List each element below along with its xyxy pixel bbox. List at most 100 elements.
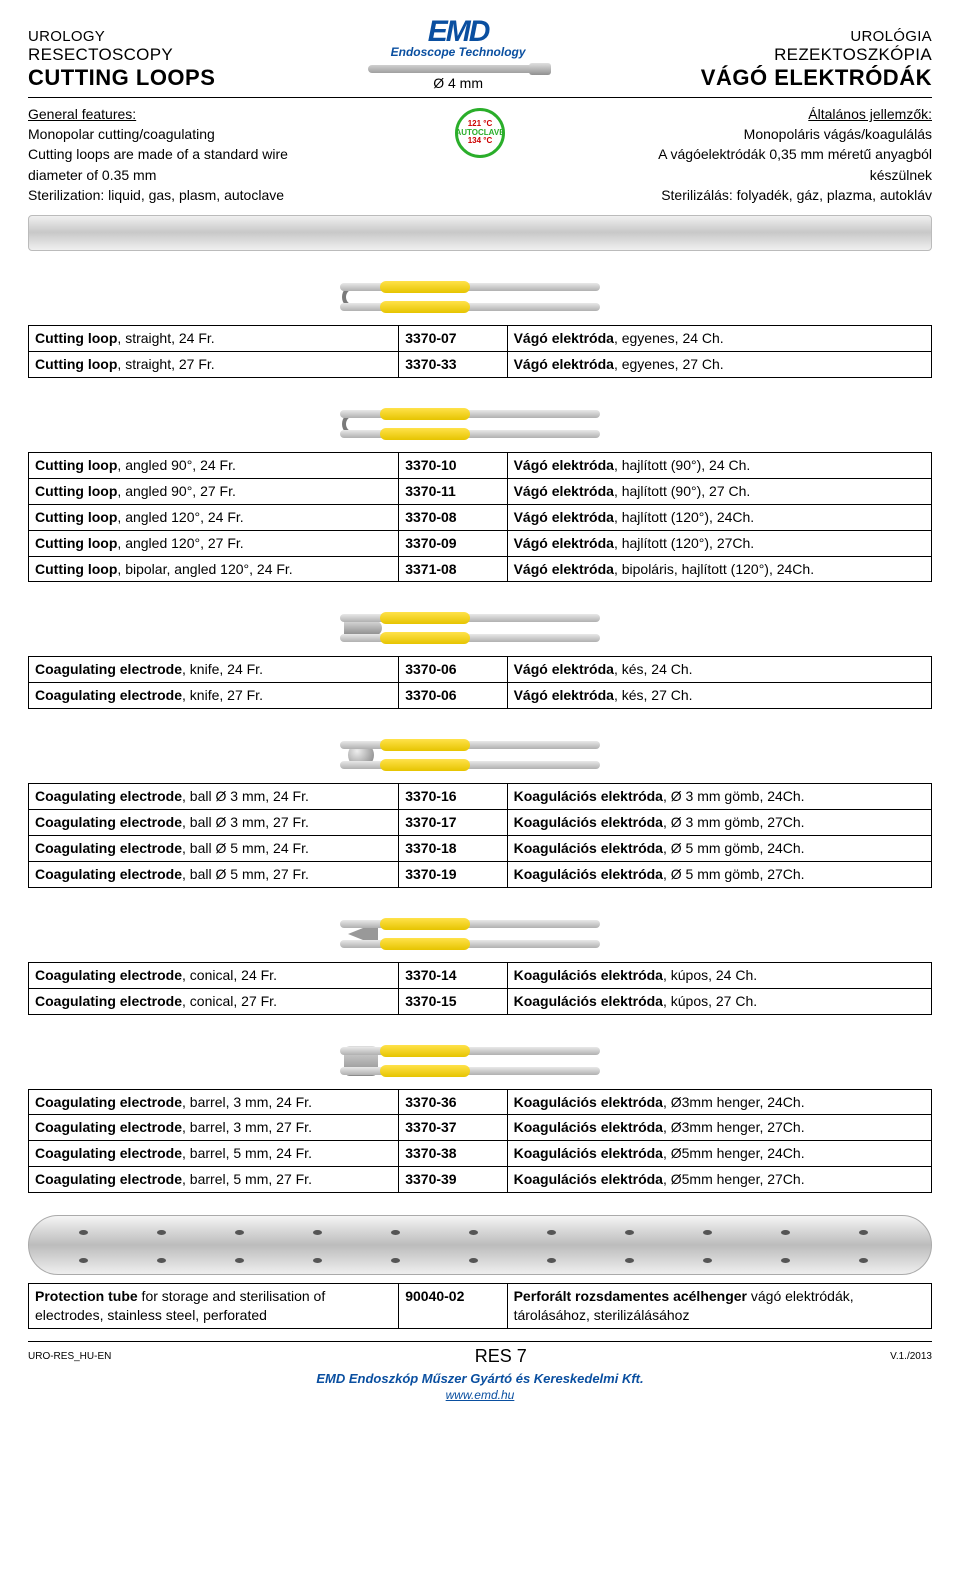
logo-subtitle: Endoscope Technology xyxy=(391,45,526,59)
cell-en: Cutting loop, angled 90°, 24 Fr. xyxy=(29,452,399,478)
features-right-line: Monopoláris vágás/koagulálás xyxy=(552,124,932,144)
cell-code: 3370-39 xyxy=(399,1167,507,1193)
cell-code: 3370-36 xyxy=(399,1089,507,1115)
table-row: Cutting loop, angled 120°, 24 Fr.3370-08… xyxy=(29,504,932,530)
features-left-line: Monopolar cutting/coagulating xyxy=(28,124,408,144)
table-knife: Coagulating electrode, knife, 24 Fr.3370… xyxy=(28,656,932,709)
cell-hu: Koagulációs elektróda, Ø 5 mm gömb, 24Ch… xyxy=(507,835,931,861)
header-right-l3: VÁGÓ ELEKTRÓDÁK xyxy=(701,65,932,91)
cell-code: 3370-06 xyxy=(399,657,507,683)
header-center: EMD Endoscope Technology Ø 4 mm xyxy=(368,18,548,91)
cell-code: 3370-17 xyxy=(399,810,507,836)
cell-en: Cutting loop, angled 120°, 24 Fr. xyxy=(29,504,399,530)
full-instrument-image xyxy=(28,215,932,251)
cell-hu: Koagulációs elektróda, Ø5mm henger, 27Ch… xyxy=(507,1167,931,1193)
table-row: Protection tube for storage and sterilis… xyxy=(29,1284,932,1329)
electrode-conical-image xyxy=(340,912,620,956)
table-row: Coagulating electrode, knife, 27 Fr.3370… xyxy=(29,683,932,709)
footer-company: EMD Endoszkóp Műszer Gyártó és Kereskede… xyxy=(28,1371,932,1386)
header-left-l2: RESECTOSCOPY xyxy=(28,45,215,65)
cell-hu: Vágó elektróda, kés, 24 Ch. xyxy=(507,657,931,683)
cell-code: 90040-02 xyxy=(399,1284,507,1329)
electrode-straight-image xyxy=(340,275,620,319)
electrode-angled-image xyxy=(340,402,620,446)
diameter-label: Ø 4 mm xyxy=(368,75,548,91)
header-right-l1: UROLÓGIA xyxy=(701,28,932,45)
features-right-line: készülnek xyxy=(552,165,932,185)
cell-hu: Vágó elektróda, hajlított (90°), 27 Ch. xyxy=(507,478,931,504)
header-right-l2: REZEKTOSZKÓPIA xyxy=(701,45,932,65)
table-row: Coagulating electrode, conical, 27 Fr.33… xyxy=(29,988,932,1014)
features-right-title: Általános jellemzők: xyxy=(808,106,932,122)
cell-en: Coagulating electrode, ball Ø 5 mm, 27 F… xyxy=(29,861,399,887)
cell-code: 3370-15 xyxy=(399,988,507,1014)
cell-hu: Koagulációs elektróda, kúpos, 27 Ch. xyxy=(507,988,931,1014)
cell-en: Coagulating electrode, barrel, 5 mm, 27 … xyxy=(29,1167,399,1193)
header-right: UROLÓGIA REZEKTOSZKÓPIA VÁGÓ ELEKTRÓDÁK xyxy=(701,28,932,91)
table-row: Cutting loop, angled 90°, 27 Fr.3370-11V… xyxy=(29,478,932,504)
logo: EMD Endoscope Technology xyxy=(368,18,548,59)
cell-en: Cutting loop, straight, 27 Fr. xyxy=(29,352,399,378)
cell-hu: Vágó elektróda, hajlított (120°), 24Ch. xyxy=(507,504,931,530)
features-right-line: A vágóelektródák 0,35 mm méretű anyagból xyxy=(552,144,932,164)
table-row: Coagulating electrode, barrel, 5 mm, 27 … xyxy=(29,1167,932,1193)
table-row: Coagulating electrode, ball Ø 5 mm, 24 F… xyxy=(29,835,932,861)
header-left-l3: CUTTING LOOPS xyxy=(28,65,215,91)
table-row: Cutting loop, straight, 24 Fr.3370-07Vág… xyxy=(29,326,932,352)
cell-en: Cutting loop, straight, 24 Fr. xyxy=(29,326,399,352)
badge-line: 134 °C xyxy=(468,137,493,146)
table-row: Coagulating electrode, ball Ø 3 mm, 24 F… xyxy=(29,784,932,810)
cell-hu: Vágó elektróda, hajlított (90°), 24 Ch. xyxy=(507,452,931,478)
cell-en: Coagulating electrode, ball Ø 5 mm, 24 F… xyxy=(29,835,399,861)
cell-code: 3370-37 xyxy=(399,1115,507,1141)
cell-hu: Vágó elektróda, bipoláris, hajlított (12… xyxy=(507,556,931,582)
cell-en: Coagulating electrode, knife, 27 Fr. xyxy=(29,683,399,709)
cell-en: Cutting loop, angled 90°, 27 Fr. xyxy=(29,478,399,504)
table-row: Coagulating electrode, ball Ø 5 mm, 27 F… xyxy=(29,861,932,887)
table-angled: Cutting loop, angled 90°, 24 Fr.3370-10V… xyxy=(28,452,932,582)
cell-hu: Vágó elektróda, egyenes, 24 Ch. xyxy=(507,326,931,352)
cell-hu: Vágó elektróda, kés, 27 Ch. xyxy=(507,683,931,709)
cell-en: Coagulating electrode, ball Ø 3 mm, 27 F… xyxy=(29,810,399,836)
table-row: Coagulating electrode, barrel, 5 mm, 24 … xyxy=(29,1141,932,1167)
autoclave-badge: 121 °C AUTOCLAVE 134 °C xyxy=(455,108,505,158)
cell-code: 3370-14 xyxy=(399,962,507,988)
features-right-line: Sterilizálás: folyadék, gáz, plazma, aut… xyxy=(552,185,932,205)
features-section: General features: Monopolar cutting/coag… xyxy=(28,106,932,205)
table-tube: Protection tube for storage and sterilis… xyxy=(28,1283,932,1329)
table-row: Coagulating electrode, conical, 24 Fr.33… xyxy=(29,962,932,988)
features-right-list: Monopoláris vágás/koagulálás A vágóelekt… xyxy=(552,124,932,205)
features-left-line: Cutting loops are made of a standard wir… xyxy=(28,144,408,164)
features-left-line: Sterilization: liquid, gas, plasm, autoc… xyxy=(28,185,408,205)
cell-en: Cutting loop, angled 120°, 27 Fr. xyxy=(29,530,399,556)
electrode-barrel-image xyxy=(340,1039,620,1083)
features-left: General features: Monopolar cutting/coag… xyxy=(28,106,408,205)
header-left: UROLOGY RESECTOSCOPY CUTTING LOOPS xyxy=(28,28,215,91)
cell-hu: Vágó elektróda, egyenes, 27 Ch. xyxy=(507,352,931,378)
cell-en: Coagulating electrode, knife, 24 Fr. xyxy=(29,657,399,683)
footer-left: URO-RES_HU-EN xyxy=(28,1351,111,1362)
electrode-ball-image xyxy=(340,733,620,777)
page-footer: URO-RES_HU-EN RES 7 V.1./2013 xyxy=(28,1341,932,1367)
cell-en: Coagulating electrode, conical, 24 Fr. xyxy=(29,962,399,988)
cell-hu: Perforált rozsdamentes acélhenger vágó e… xyxy=(507,1284,931,1329)
cell-hu: Koagulációs elektróda, Ø3mm henger, 27Ch… xyxy=(507,1115,931,1141)
cell-en: Coagulating electrode, barrel, 3 mm, 27 … xyxy=(29,1115,399,1141)
table-row: Cutting loop, angled 90°, 24 Fr.3370-10V… xyxy=(29,452,932,478)
table-conical: Coagulating electrode, conical, 24 Fr.33… xyxy=(28,962,932,1015)
table-row: Coagulating electrode, barrel, 3 mm, 27 … xyxy=(29,1115,932,1141)
cell-code: 3371-08 xyxy=(399,556,507,582)
footer-url: www.emd.hu xyxy=(28,1388,932,1402)
cell-hu: Vágó elektróda, hajlított (120°), 27Ch. xyxy=(507,530,931,556)
header-left-l1: UROLOGY xyxy=(28,28,215,45)
cell-code: 3370-33 xyxy=(399,352,507,378)
cell-code: 3370-38 xyxy=(399,1141,507,1167)
cell-code: 3370-06 xyxy=(399,683,507,709)
cell-code: 3370-08 xyxy=(399,504,507,530)
features-left-line: diameter of 0.35 mm xyxy=(28,165,408,185)
protection-tube-image xyxy=(28,1215,932,1275)
cell-code: 3370-09 xyxy=(399,530,507,556)
cell-hu: Koagulációs elektróda, Ø 3 mm gömb, 24Ch… xyxy=(507,784,931,810)
table-straight: Cutting loop, straight, 24 Fr.3370-07Vág… xyxy=(28,325,932,378)
cell-code: 3370-07 xyxy=(399,326,507,352)
